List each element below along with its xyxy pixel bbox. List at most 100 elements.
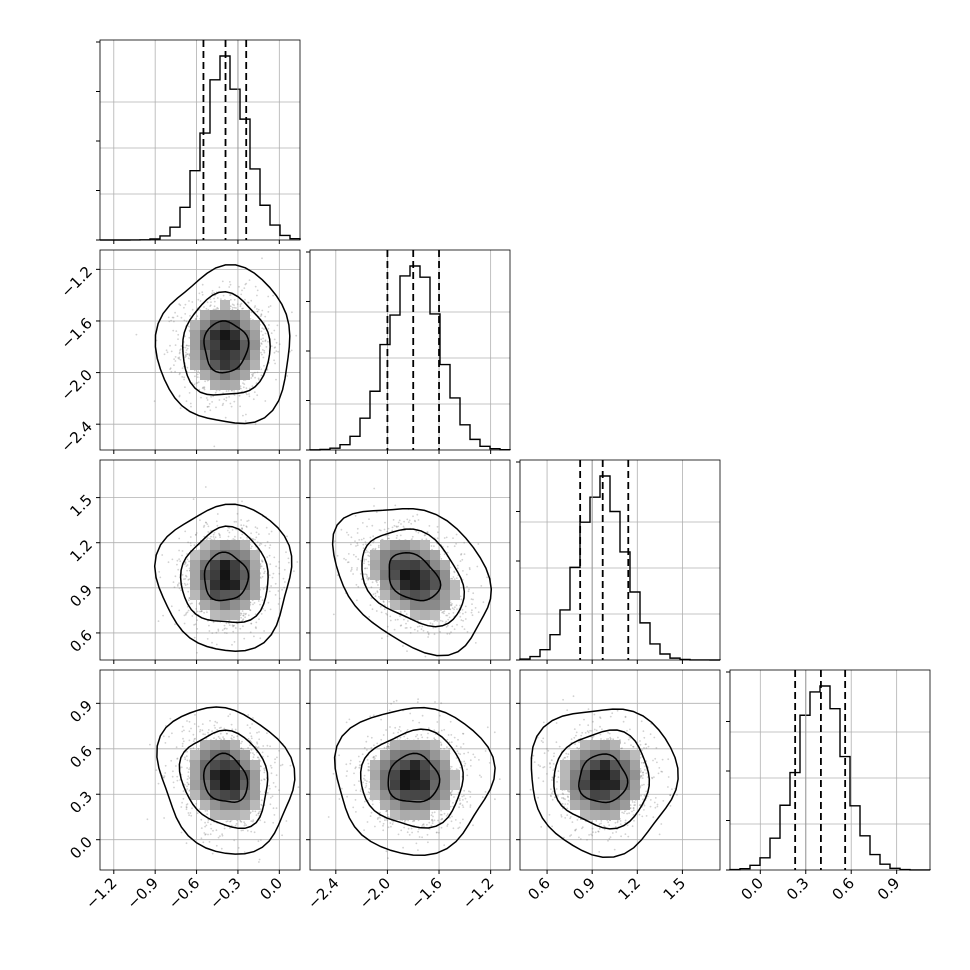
scatter-point: [256, 541, 259, 544]
scatter-point: [446, 614, 449, 617]
scatter-point: [270, 530, 273, 533]
scatter-point: [220, 298, 222, 300]
scatter-point: [272, 572, 275, 575]
scatter-point: [467, 590, 470, 593]
scatter-point: [242, 386, 245, 389]
scatter-point: [183, 376, 185, 379]
scatter-point: [177, 338, 179, 340]
scatter-point: [264, 400, 267, 402]
scatter-point: [286, 375, 289, 377]
scatter-point: [297, 786, 300, 788]
scatter-point: [277, 350, 280, 353]
scatter-point: [222, 736, 224, 738]
scatter-point: [263, 771, 266, 774]
scatter-point: [472, 592, 475, 595]
scatter-point: [264, 332, 267, 335]
scatter-point: [179, 560, 182, 563]
density-cell: [250, 550, 260, 560]
scatter-point: [186, 347, 189, 350]
scatter-point: [402, 525, 405, 528]
scatter-point: [186, 344, 188, 347]
scatter-point: [209, 305, 211, 307]
density-cell: [410, 580, 420, 590]
scatter-point: [259, 315, 262, 318]
scatter-point: [466, 585, 468, 588]
scatter-point: [157, 620, 160, 622]
grid: [519, 460, 720, 660]
scatter-point: [362, 537, 365, 540]
scatter-point: [231, 389, 234, 392]
density-cell: [200, 370, 210, 380]
scatter-point: [187, 541, 189, 544]
scatter-point: [263, 328, 265, 330]
scatter-point: [252, 372, 255, 375]
scatter-point: [449, 603, 452, 606]
scatter-point: [254, 538, 256, 541]
scatter-point: [194, 533, 197, 536]
scatter-point: [185, 349, 188, 351]
scatter-point: [225, 622, 228, 625]
scatter-point: [464, 611, 467, 614]
scatter-point: [266, 540, 269, 543]
scatter-point: [285, 820, 288, 822]
density-cell: [240, 370, 250, 380]
scatter-point: [185, 804, 188, 806]
scatter-point: [225, 627, 228, 630]
scatter-point: [254, 810, 257, 813]
scatter-point: [213, 531, 216, 534]
scatter-point: [455, 542, 457, 545]
density-cell: [210, 570, 220, 580]
scatter-point: [210, 535, 212, 538]
scatter-point: [186, 583, 189, 586]
scatter-point: [241, 533, 244, 536]
scatter-point: [452, 576, 455, 578]
scatter-point: [196, 382, 199, 384]
scatter-point: [248, 393, 250, 395]
y-tick-label: 1.2: [66, 536, 96, 566]
scatter-point: [261, 353, 263, 356]
scatter-point: [241, 307, 244, 310]
panel-1-1: [306, 249, 511, 454]
scatter-point: [260, 338, 263, 341]
scatter-point: [377, 584, 379, 586]
scatter-point: [192, 733, 195, 736]
density-cell: [240, 600, 250, 610]
scatter-point: [461, 625, 464, 628]
scatter-point: [447, 618, 450, 621]
scatter-point: [368, 518, 370, 520]
density-cell: [190, 360, 200, 370]
scatter-point: [227, 535, 230, 538]
scatter-point: [208, 403, 211, 405]
scatter-point: [162, 735, 165, 738]
scatter-point: [260, 313, 263, 316]
scatter-point: [197, 370, 200, 373]
scatter-point: [258, 378, 260, 381]
scatter-point: [274, 346, 277, 349]
scatter-point: [206, 405, 209, 408]
scatter-point: [282, 577, 285, 580]
scatter-point: [191, 615, 194, 617]
scatter-point: [196, 610, 199, 613]
scatter-point: [386, 625, 389, 628]
scatter-point: [275, 341, 278, 344]
scatter-point: [445, 536, 448, 539]
scatter-point: [254, 526, 257, 529]
scatter-point: [262, 337, 264, 340]
scatter-point: [173, 586, 176, 589]
scatter-point: [267, 295, 270, 298]
scatter-point: [356, 532, 359, 534]
scatter-point: [378, 595, 380, 598]
scatter-point: [184, 578, 187, 580]
scatter-point: [250, 622, 253, 625]
scatter-point: [186, 569, 188, 572]
scatter-point: [196, 376, 199, 378]
scatter-point: [170, 370, 173, 373]
density-cell: [400, 570, 410, 580]
scatter-point: [135, 333, 138, 336]
scatter-point: [171, 558, 174, 561]
scatter-point: [184, 354, 187, 357]
y-tick-label: −2.4: [58, 417, 96, 455]
scatter-point: [268, 590, 271, 593]
scatter-point: [229, 402, 232, 405]
scatter-point: [185, 842, 188, 845]
